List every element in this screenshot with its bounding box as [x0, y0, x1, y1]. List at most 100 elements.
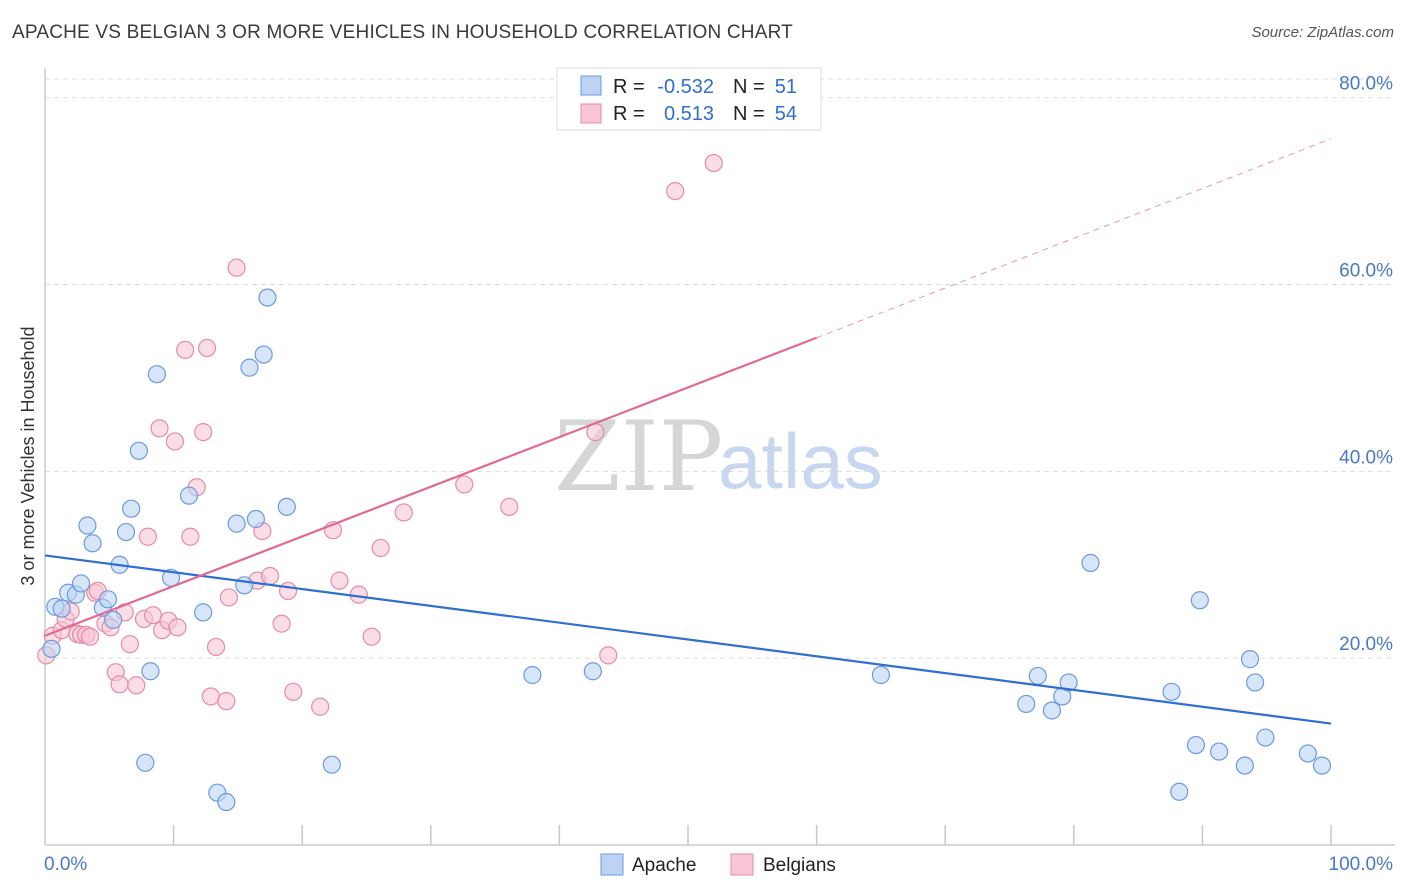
apache-point: [1312, 756, 1332, 775]
apache-point: [42, 639, 61, 658]
belgians-point: [176, 340, 195, 360]
apache-point: [871, 665, 891, 685]
apache-point: [1256, 728, 1275, 747]
apache-point: [1170, 782, 1189, 801]
apache-point: [523, 665, 542, 685]
legend-n-value-belgians: 54: [775, 103, 797, 125]
belgians-point: [143, 606, 163, 625]
y-tick-label: 80.0%: [1339, 74, 1393, 95]
apache-point: [254, 345, 273, 364]
belgians-point: [120, 635, 139, 654]
apache-point: [1235, 756, 1254, 775]
belgians-point: [455, 475, 474, 494]
belgians-point: [311, 697, 330, 716]
apache-point: [1081, 553, 1100, 572]
belgians-point: [704, 153, 723, 173]
legend-r-label-apache: R =: [613, 76, 645, 98]
y-tick-labels: 20.0% 40.0% 60.0% 80.0%: [1339, 74, 1393, 655]
x-tick-label-max: 100.0%: [1329, 854, 1394, 875]
watermark-atlas: atlas: [718, 417, 883, 505]
legend-r-label-belgians: R =: [613, 103, 645, 125]
apache-point: [246, 509, 266, 529]
y-tick-label: 40.0%: [1339, 447, 1393, 468]
series-apache: [42, 288, 1332, 812]
apache-point: [147, 365, 166, 384]
legend-r-value-apache: -0.532: [657, 76, 714, 98]
apache-point: [129, 441, 148, 460]
y-tick-label: 20.0%: [1339, 634, 1393, 655]
belgians-trend-extension: [816, 138, 1332, 339]
apache-point: [1210, 742, 1229, 761]
watermark-zip: ZIP: [554, 401, 723, 513]
belgians-point: [260, 566, 280, 586]
apache-point: [136, 753, 155, 772]
belgians-point: [362, 627, 381, 646]
belgians-point: [394, 503, 413, 522]
apache-point: [1190, 591, 1209, 610]
y-tick-label: 60.0%: [1339, 261, 1393, 282]
apache-point: [1298, 744, 1317, 763]
series-legend: Apache Belgians: [600, 853, 836, 876]
y-axis-title: 3 or more Vehicles in Household: [18, 326, 38, 585]
belgians-point: [168, 618, 187, 637]
apache-point: [1240, 650, 1260, 669]
belgians-point: [197, 338, 217, 358]
belgians-point: [599, 646, 618, 665]
apache-point: [583, 662, 602, 681]
apache-point: [98, 590, 118, 609]
apache-point: [1042, 701, 1062, 720]
source-credit: Source: ZipAtlas.com: [1251, 24, 1394, 41]
belgians-point: [110, 675, 129, 694]
apache-point: [78, 516, 97, 535]
bottom-legend-swatch-apache: [600, 853, 624, 876]
apache-point: [1246, 673, 1265, 692]
apache-point: [104, 610, 123, 629]
belgians-point: [181, 527, 200, 546]
legend-r-value-belgians: 0.513: [664, 103, 714, 125]
belgians-point: [138, 527, 157, 546]
belgians-point: [219, 588, 238, 607]
apache-point: [240, 358, 259, 377]
belgians-point: [206, 637, 226, 657]
trend-lines: [44, 138, 1332, 725]
belgians-point: [201, 687, 220, 706]
apache-point: [179, 486, 199, 505]
apache-trend-line: [44, 554, 1332, 725]
belgians-point: [278, 581, 298, 601]
apache-point: [122, 499, 141, 518]
apache-point: [235, 576, 254, 595]
belgians-point: [150, 419, 169, 438]
chart-title: APACHE VS BELGIAN 3 OR MORE VEHICLES IN …: [12, 22, 793, 43]
apache-point: [141, 662, 160, 681]
apache-point: [1162, 682, 1181, 701]
apache-point: [194, 603, 213, 622]
x-axis-ticks: [172, 825, 1332, 845]
apache-point: [217, 792, 236, 812]
legend-n-label-belgians: N =: [733, 103, 765, 125]
belgians-point: [165, 432, 184, 451]
apache-point: [1028, 666, 1047, 686]
belgians-point: [284, 682, 303, 701]
correlation-legend: R = -0.532 N = 51 R = 0.513 N = 54: [556, 67, 822, 131]
legend-swatch-apache: [580, 75, 602, 96]
bottom-legend-belgians: Belgians: [763, 855, 836, 876]
apache-point: [277, 497, 296, 516]
watermark: ZIP atlas: [554, 401, 883, 513]
apache-point: [52, 599, 71, 618]
belgians-point: [194, 423, 213, 442]
belgians-point: [127, 676, 146, 695]
belgians-trend-line: [44, 336, 817, 637]
apache-point: [1017, 694, 1036, 714]
belgians-point: [227, 258, 246, 277]
legend-swatch-belgians: [580, 103, 602, 124]
apache-point: [322, 755, 341, 774]
apache-point: [71, 574, 91, 593]
belgians-point: [371, 538, 390, 558]
belgians-point: [80, 627, 100, 646]
legend-n-value-apache: 51: [775, 76, 797, 98]
belgians-point: [217, 692, 236, 711]
belgians-point: [666, 181, 685, 201]
bottom-legend-swatch-belgians: [730, 853, 754, 876]
apache-point: [258, 288, 277, 307]
